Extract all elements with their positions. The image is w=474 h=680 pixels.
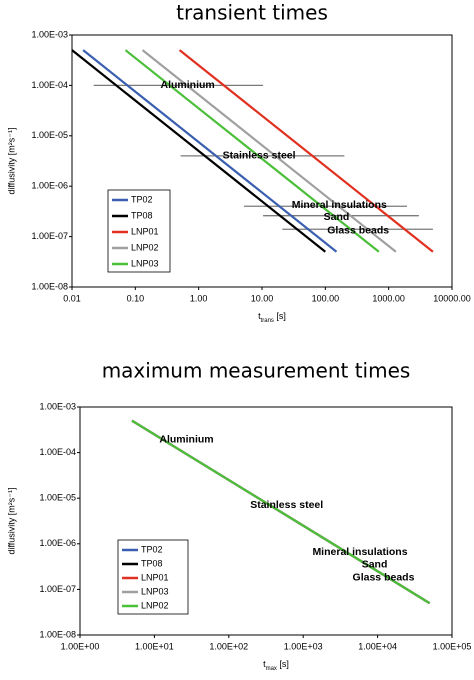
x-axis-label: tmax [s] <box>263 659 289 671</box>
annotation: Aluminium <box>159 434 213 446</box>
x-tick-label: 1.00E+05 <box>433 641 472 651</box>
y-tick-label: 1.00E-08 <box>31 281 68 291</box>
x-tick-label: 1.00E+04 <box>358 641 397 651</box>
x-tick-label: 1.00 <box>190 293 208 303</box>
legend-label: LNP01 <box>131 226 159 236</box>
annotation: Glass beads <box>353 572 415 584</box>
x-axis-label-part: trans <box>261 318 274 324</box>
x-tick-label: 100.00 <box>312 293 340 303</box>
x-axis-label-part: max <box>266 666 277 672</box>
x-axis-label-part: [s] <box>277 659 289 669</box>
y-axis-label: diffusivity [m²s⁻¹] <box>6 127 16 194</box>
series-line <box>124 49 380 253</box>
y-tick-label: 1.00E-05 <box>31 130 68 140</box>
y-tick-label: 1.00E-04 <box>31 80 68 90</box>
x-tick-label: 10.00 <box>251 293 274 303</box>
x-tick-label: 10000.00 <box>433 293 471 303</box>
annotation: Sand <box>362 558 388 570</box>
y-tick-label: 1.00E-07 <box>39 584 76 594</box>
annotation: Mineral insulations <box>292 199 387 211</box>
x-tick-label: 1.00E+02 <box>209 641 248 651</box>
y-tick-label: 1.00E-06 <box>31 181 68 191</box>
legend-label: TP08 <box>131 210 153 220</box>
legend-label: TP02 <box>131 194 153 204</box>
series-line <box>71 49 327 253</box>
y-axis-label: diffusivity [m²s⁻¹] <box>6 487 16 554</box>
y-tick-label: 1.00E-05 <box>39 493 76 503</box>
series-line <box>178 49 434 253</box>
legend-label: TP08 <box>141 558 163 568</box>
x-tick-label: 1.00E+01 <box>135 641 174 651</box>
chart-title: transient times <box>176 1 328 25</box>
x-tick-label: 1.00E+03 <box>284 641 323 651</box>
series-line <box>131 419 431 605</box>
x-tick-label: 0.01 <box>63 293 81 303</box>
series-line <box>82 49 338 253</box>
annotation: Stainless steel <box>223 150 296 162</box>
series-line <box>141 49 397 253</box>
chart-title: maximum measurement times <box>102 359 411 383</box>
y-tick-label: 1.00E-03 <box>39 401 76 411</box>
annotation: Glass beads <box>327 225 389 237</box>
y-tick-label: 1.00E-03 <box>31 29 68 39</box>
legend-label: LNP02 <box>141 600 169 610</box>
x-tick-label: 1.00E+00 <box>61 641 100 651</box>
legend-label: LNP03 <box>131 258 159 268</box>
legend-label: LNP03 <box>141 586 169 596</box>
x-axis-label: ttrans [s] <box>258 311 286 323</box>
y-tick-label: 1.00E-06 <box>39 538 76 548</box>
annotation: Sand <box>324 211 350 223</box>
legend-label: LNP02 <box>131 242 159 252</box>
x-axis-label-part: [s] <box>274 311 286 321</box>
legend-label: TP02 <box>141 544 163 554</box>
x-axis-label-part: t <box>263 659 266 669</box>
x-tick-label: 1000.00 <box>372 293 405 303</box>
y-tick-label: 1.00E-07 <box>31 231 68 241</box>
annotation: Stainless steel <box>250 499 323 511</box>
y-tick-label: 1.00E-08 <box>39 629 76 639</box>
annotation: Mineral insulations <box>312 546 407 558</box>
plot-frame <box>79 406 453 636</box>
x-tick-label: 0.10 <box>127 293 145 303</box>
x-axis-label-part: t <box>258 311 261 321</box>
legend-label: LNP01 <box>141 572 169 582</box>
y-tick-label: 1.00E-04 <box>39 447 76 457</box>
annotation: Aluminium <box>161 79 215 91</box>
